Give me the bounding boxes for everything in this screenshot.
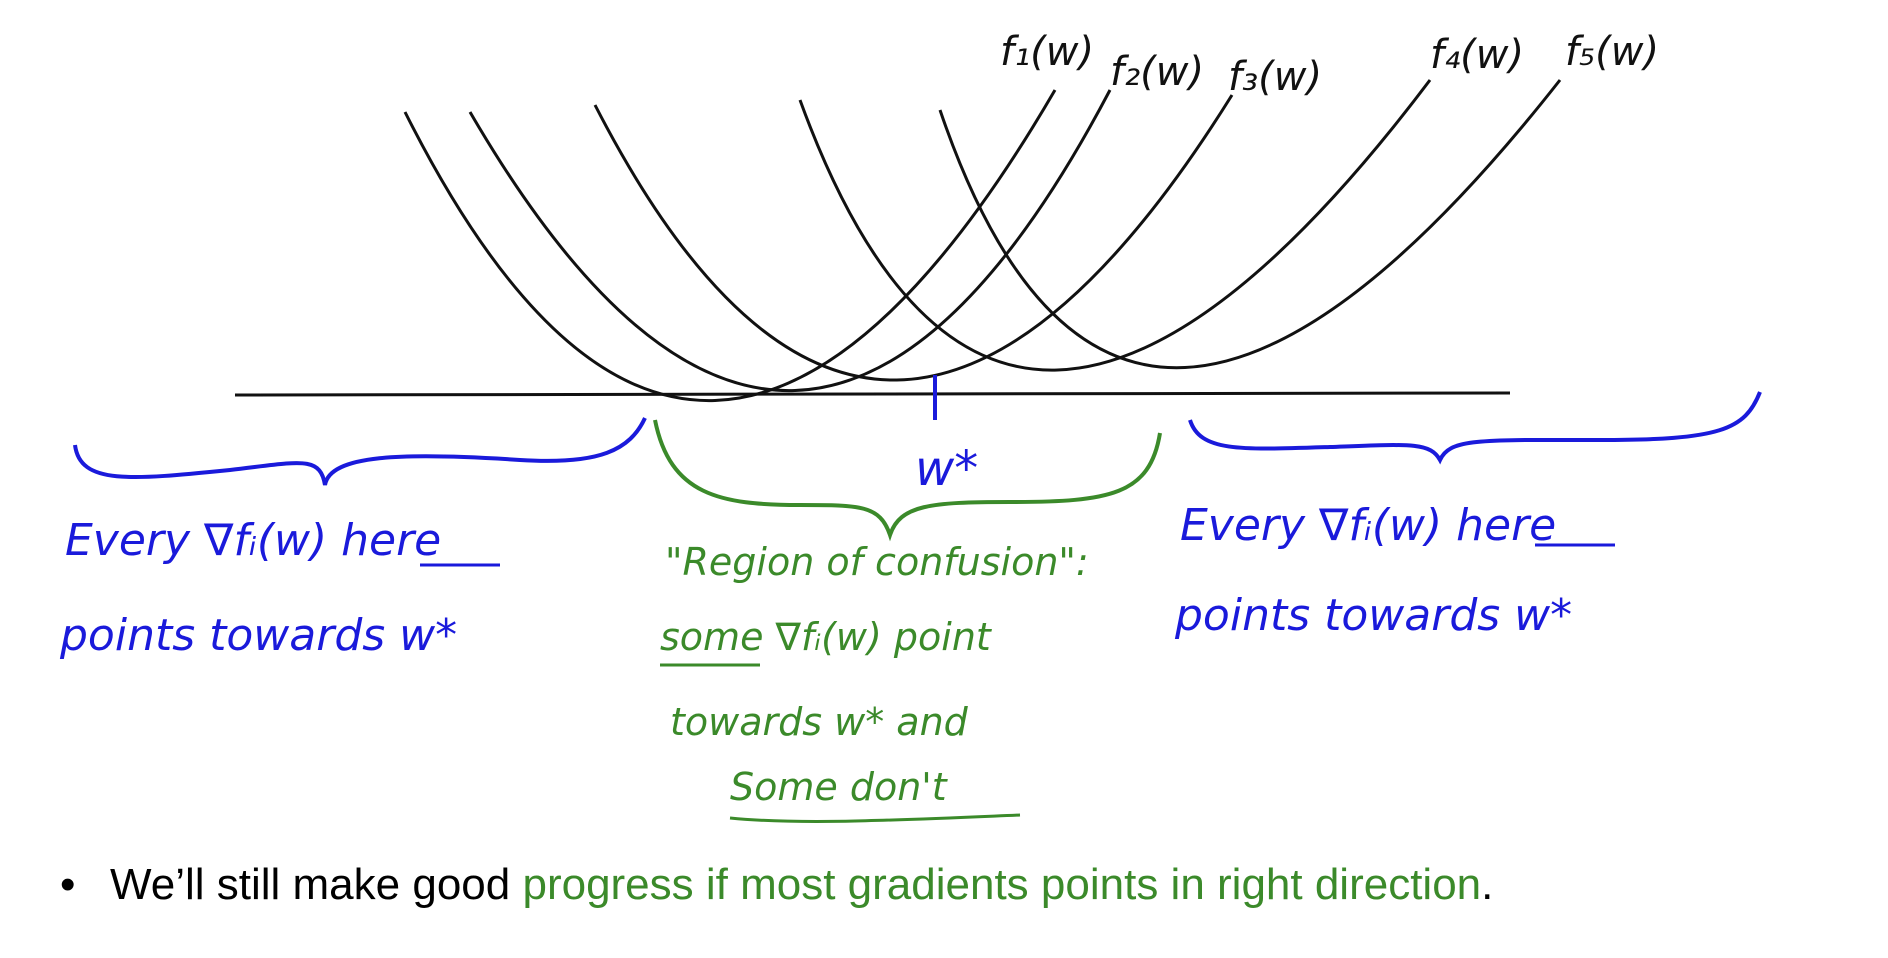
curve-label-f3: f₃(w): [1228, 54, 1322, 100]
some-dont-underline: [729, 813, 1021, 823]
confusion-brace: [653, 419, 1162, 542]
bullet-text-green: progress if most gradients points in rig…: [522, 860, 1482, 909]
right-region-brace: [1188, 391, 1762, 465]
left-region-brace: [73, 417, 647, 486]
curve-label-f2: f₂(w): [1110, 49, 1204, 95]
confusion-line3: towards w* and: [670, 700, 969, 744]
bullet-text-black: We’ll still make good: [110, 860, 523, 909]
curve-f2: [468, 89, 1112, 392]
curve-label-f4: f₄(w): [1430, 32, 1524, 78]
right-region-line2: points towards w*: [1174, 590, 1572, 641]
bullet-marker: •: [60, 860, 76, 909]
curve-label-f5: f₅(w): [1565, 29, 1659, 75]
bullet-text-end: .: [1481, 860, 1494, 909]
left-region-line1: Every ∇fᵢ(w) here: [65, 515, 441, 566]
left-region-line2: points towards w*: [59, 610, 457, 661]
curve-f4: [798, 79, 1432, 372]
bullet-point: • We’ll still make good progress if most …: [60, 860, 1493, 910]
confusion-line1: "Region of confusion":: [665, 540, 1089, 584]
curve-f1: [403, 89, 1057, 402]
curve-label-f1: f₁(w): [1000, 29, 1094, 75]
curve-f3: [593, 94, 1234, 382]
w-axis: [234, 391, 1511, 397]
confusion-line2: some ∇fᵢ(w) point: [660, 615, 993, 659]
curves-group: [403, 79, 1562, 402]
right-region-line1: Every ∇fᵢ(w) here: [1180, 500, 1556, 551]
curve-f5: [938, 79, 1562, 370]
confusion-line4: Some don't: [730, 765, 949, 809]
minimizer-label: w*: [915, 441, 978, 497]
